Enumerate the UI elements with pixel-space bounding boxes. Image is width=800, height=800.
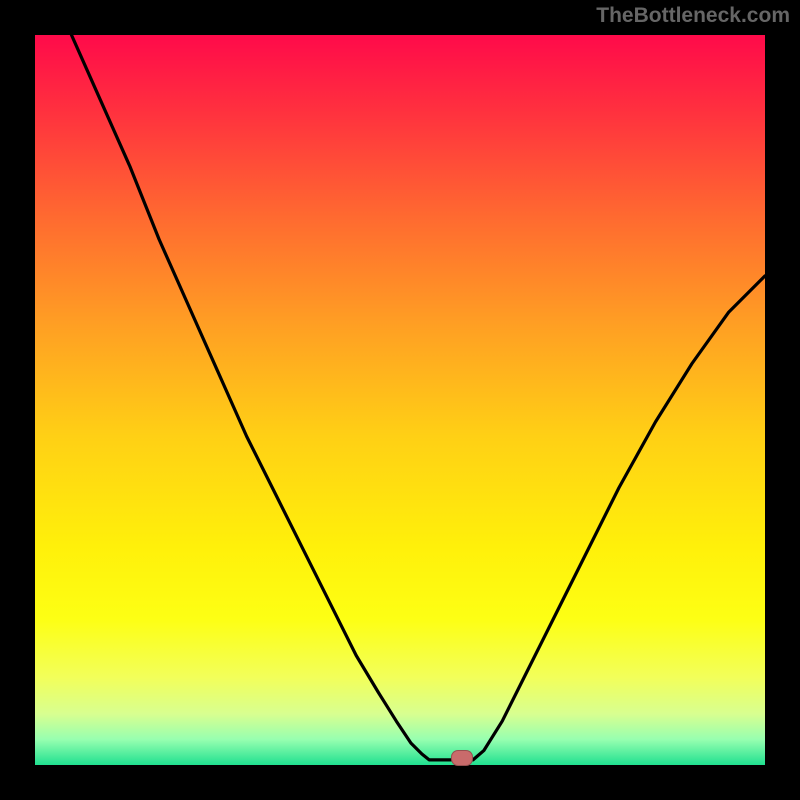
watermark-text: TheBottleneck.com <box>596 4 790 28</box>
chart-container: { "watermark": { "text": "TheBottleneck.… <box>0 0 800 800</box>
bottleneck-curve <box>35 35 765 765</box>
plot-area <box>35 35 765 765</box>
minimum-marker <box>451 750 473 766</box>
